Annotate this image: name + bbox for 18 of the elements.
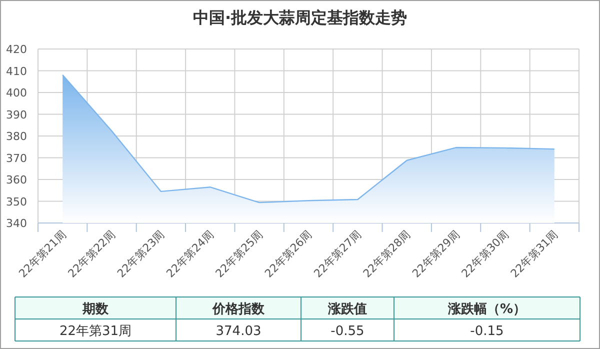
chart-title: 中国·批发大蒜周定基指数走势 bbox=[192, 8, 408, 27]
text: 22年第31周 bbox=[59, 324, 132, 339]
text: 价格指数 bbox=[212, 302, 266, 317]
y-tick-label: 400 bbox=[6, 86, 27, 100]
y-tick-label: 360 bbox=[6, 174, 27, 186]
text: 涨跌值 bbox=[327, 302, 367, 317]
text: 期数 bbox=[82, 302, 110, 317]
y-tick-label: 370 bbox=[6, 152, 27, 165]
y-tick-label: 380 bbox=[6, 130, 27, 143]
y-tick-label: 350 bbox=[6, 195, 27, 208]
text: 374.03 bbox=[216, 324, 262, 339]
y-tick-label: 390 bbox=[6, 108, 27, 122]
text: -0.15 bbox=[470, 324, 504, 339]
y-tick-label: 410 bbox=[6, 64, 27, 78]
y-tick-label: 420 bbox=[6, 43, 27, 56]
text: -0.55 bbox=[330, 324, 364, 339]
y-tick-label: 340 bbox=[6, 217, 27, 230]
text: 涨跌幅（%） bbox=[446, 302, 526, 317]
